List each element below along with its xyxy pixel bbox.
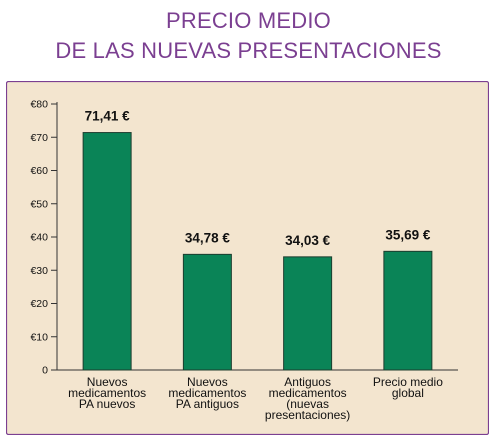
y-tick-label: €40 [30, 232, 48, 244]
y-tick-label: €20 [30, 298, 48, 310]
y-tick-label: €80 [30, 99, 48, 111]
x-category-label: Antiguos medicamentos (nuevas presentacione… [265, 375, 350, 422]
bar [82, 132, 132, 371]
y-tick-label: €60 [30, 165, 48, 177]
y-tick-label: 0 [42, 365, 48, 377]
y-tick-label: €30 [30, 265, 48, 277]
bar [283, 256, 333, 371]
bar [383, 250, 433, 371]
bar-value-label: 34,03 € [285, 233, 331, 248]
chart-title-line-2: DE LAS NUEVAS PRESENTACIONES [55, 38, 442, 63]
bar-chart: 0 €10 €20 €30 €40 €50 €60 €70 €80 71,41 € 34,78 €… [6, 81, 489, 435]
bar [182, 253, 232, 371]
chart-title-line-1: PRECIO MEDIO [166, 8, 331, 33]
bar-value-label: 34,78 € [185, 230, 231, 245]
bar-value-label: 35,69 € [385, 227, 431, 242]
y-tick-label: €70 [30, 132, 48, 144]
x-category-label: Nuevos medicamentos PA antiguos [168, 375, 246, 411]
x-category-label: Nuevos medicamentos PA nuevos [68, 375, 146, 411]
x-category-label: Precio medio global [373, 375, 443, 400]
y-tick-label: €10 [30, 331, 48, 343]
bar-value-label: 71,41 € [85, 109, 131, 124]
y-tick-label: €50 [30, 198, 48, 210]
